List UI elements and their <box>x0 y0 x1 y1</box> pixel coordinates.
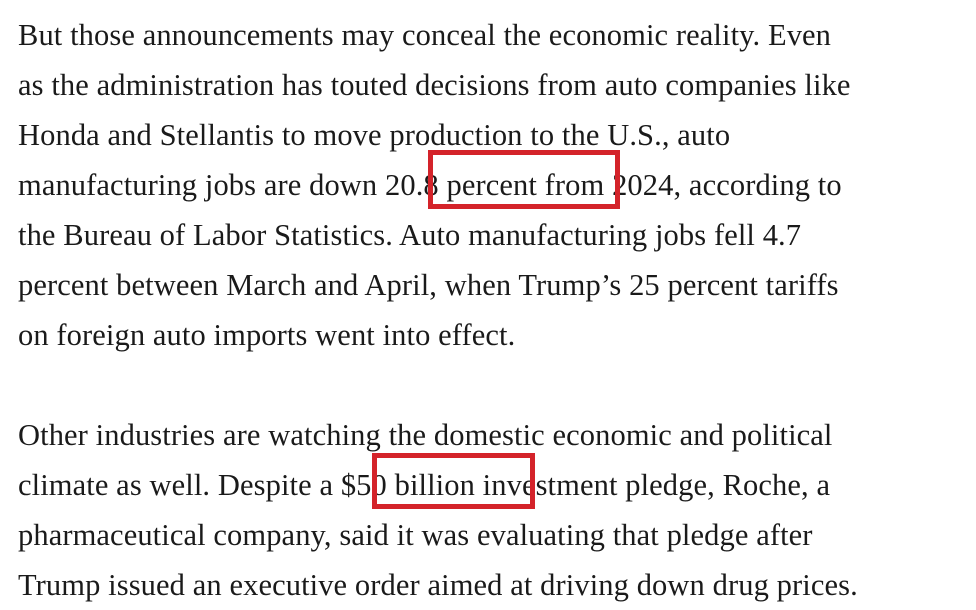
text-line: But those announcements may conceal the … <box>18 18 832 52</box>
text-line: on foreign auto imports went into effect… <box>18 318 516 352</box>
paragraph-second: Other industries are watching the domest… <box>18 410 970 610</box>
text-line: Other industries are watching the domest… <box>18 418 833 452</box>
text-line: percent between March and April, when Tr… <box>18 268 839 302</box>
text-line: Trump issued an executive order aimed at… <box>18 568 858 602</box>
highlight-box-20-8-percent <box>428 150 620 209</box>
text-line: as the administration has touted decisio… <box>18 68 851 102</box>
highlight-box-50-billion <box>372 453 535 509</box>
text-line: pharmaceutical company, said it was eval… <box>18 518 813 552</box>
text-line: climate as well. Despite a $50 billion i… <box>18 468 831 502</box>
text-line: Honda and Stellantis to move production … <box>18 118 731 152</box>
text-line: the Bureau of Labor Statistics. Auto man… <box>18 218 802 252</box>
